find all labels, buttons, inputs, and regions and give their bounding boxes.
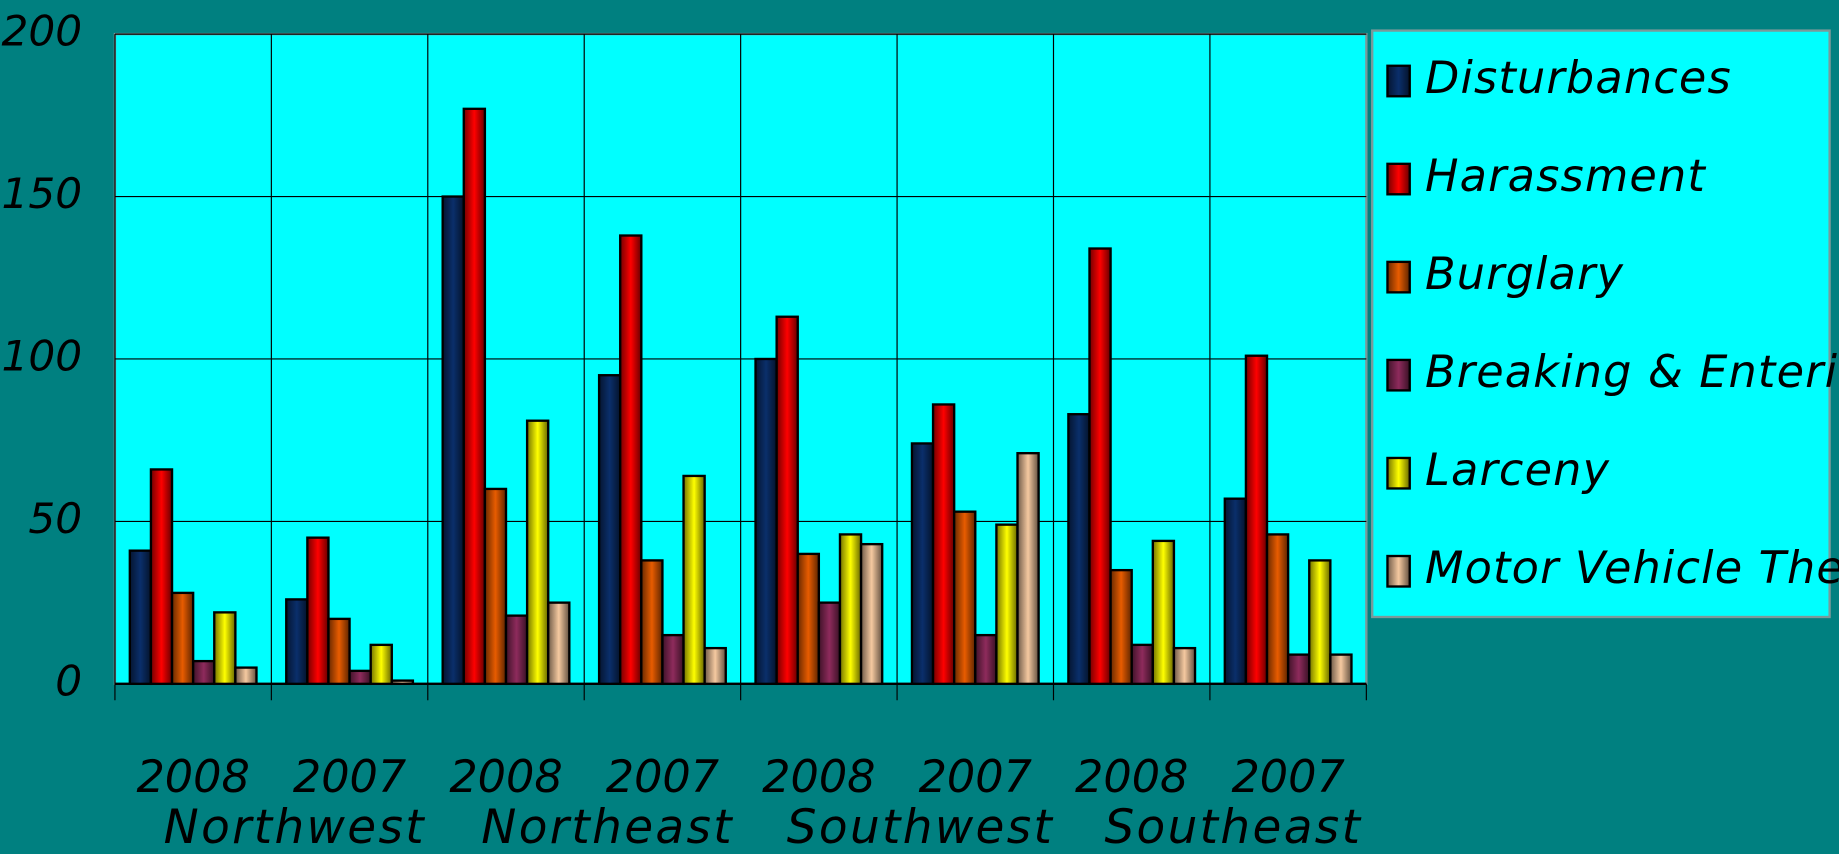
bar bbox=[910, 442, 935, 686]
x-tick-label: 2007 bbox=[293, 751, 406, 803]
bar bbox=[149, 468, 174, 686]
bar bbox=[369, 643, 393, 686]
bar bbox=[1329, 653, 1353, 686]
group-label: Southwest bbox=[787, 800, 1054, 854]
bar bbox=[1109, 568, 1133, 686]
bar bbox=[974, 633, 998, 686]
y-tick-label: 200 bbox=[2, 7, 83, 56]
bar bbox=[525, 419, 550, 686]
bar bbox=[1286, 653, 1311, 686]
bar bbox=[597, 374, 622, 686]
bar bbox=[441, 195, 465, 686]
legend-label: Larceny bbox=[1425, 444, 1610, 496]
bar bbox=[327, 617, 351, 686]
bar bbox=[1172, 646, 1197, 686]
legend-label: Harassment bbox=[1425, 150, 1706, 202]
y-tick-label: 150 bbox=[2, 169, 83, 218]
group-label: Southeast bbox=[1104, 800, 1362, 854]
x-tick-label: 2007 bbox=[919, 751, 1032, 803]
x-tick-label: 2008 bbox=[449, 751, 562, 803]
x-tick-label: 2007 bbox=[1231, 751, 1344, 803]
x-tick-label: 2008 bbox=[762, 751, 875, 803]
bar bbox=[682, 474, 706, 686]
bar bbox=[462, 107, 487, 686]
bar bbox=[390, 679, 415, 686]
bar bbox=[703, 646, 727, 686]
bar bbox=[775, 315, 799, 686]
y-tick-label: 0 bbox=[55, 656, 82, 705]
bar bbox=[1067, 413, 1091, 686]
bar bbox=[838, 533, 863, 686]
bar bbox=[1244, 354, 1269, 686]
bar bbox=[483, 487, 508, 686]
y-tick-label: 50 bbox=[28, 494, 82, 543]
bar bbox=[128, 549, 153, 686]
legend bbox=[1371, 29, 1831, 619]
bar bbox=[504, 614, 529, 686]
bar bbox=[995, 523, 1019, 686]
bar bbox=[796, 552, 821, 686]
bar bbox=[234, 666, 258, 686]
x-tick-label: 2007 bbox=[606, 751, 719, 803]
bar bbox=[859, 542, 884, 686]
bar bbox=[640, 559, 664, 686]
bar bbox=[1223, 497, 1248, 686]
bar bbox=[285, 598, 309, 686]
bar bbox=[348, 669, 372, 686]
bar bbox=[213, 611, 237, 686]
legend-swatch bbox=[1386, 260, 1411, 294]
group-label: Northwest bbox=[164, 800, 426, 854]
y-tick-label: 100 bbox=[2, 331, 83, 380]
bar bbox=[170, 591, 195, 686]
bar bbox=[1265, 533, 1290, 686]
x-tick-label: 2008 bbox=[136, 751, 249, 803]
bar bbox=[1308, 559, 1332, 686]
legend-label: Breaking & Entering bbox=[1425, 346, 1839, 398]
bar bbox=[1016, 452, 1040, 686]
bar bbox=[1130, 643, 1154, 686]
bar bbox=[1151, 539, 1176, 686]
bar bbox=[817, 601, 842, 686]
legend-swatch bbox=[1386, 554, 1411, 588]
legend-label: Disturbances bbox=[1425, 52, 1732, 104]
legend-label: Burglary bbox=[1425, 248, 1624, 300]
bar bbox=[661, 633, 685, 686]
legend-label: Motor Vehicle Theft bbox=[1425, 542, 1839, 594]
group-label: Northeast bbox=[481, 800, 734, 854]
bar bbox=[754, 357, 778, 686]
bar bbox=[931, 403, 956, 686]
x-tick-label: 2008 bbox=[1075, 751, 1188, 803]
bar bbox=[619, 234, 643, 686]
legend-swatch bbox=[1386, 64, 1411, 98]
bar bbox=[952, 510, 977, 686]
bar bbox=[191, 659, 216, 686]
bar bbox=[547, 601, 571, 686]
legend-swatch bbox=[1386, 456, 1411, 490]
legend-swatch bbox=[1386, 358, 1411, 392]
bar bbox=[306, 536, 330, 686]
bar bbox=[1088, 247, 1112, 686]
legend-swatch bbox=[1386, 162, 1411, 196]
